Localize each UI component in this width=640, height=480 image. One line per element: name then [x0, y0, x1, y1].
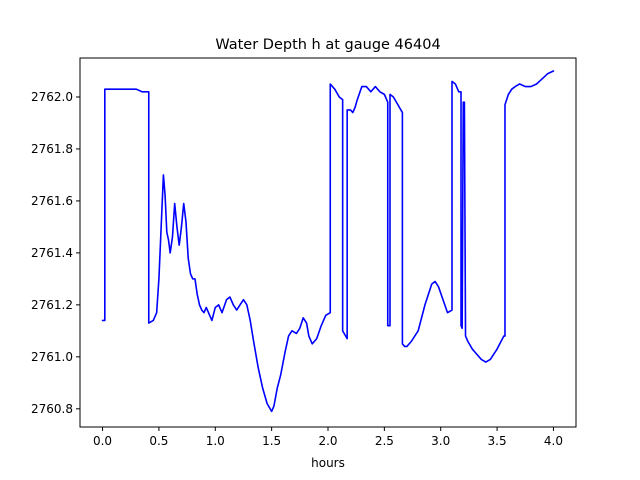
- y-tick-label: 2761.8: [31, 142, 73, 156]
- x-tick-label: 1.0: [206, 434, 225, 448]
- plot-area: [80, 58, 576, 427]
- plot-background: [80, 58, 576, 427]
- y-tick-label: 2761.6: [31, 194, 73, 208]
- x-tick-label: 0.0: [93, 434, 112, 448]
- chart-title: Water Depth h at gauge 46404: [215, 37, 440, 53]
- x-tick-label: 3.0: [431, 434, 450, 448]
- series-line-0: [101, 70, 555, 413]
- x-tick-label: 2.5: [375, 434, 394, 448]
- y-tick-label: 2760.8: [31, 402, 73, 416]
- y-tick-label: 2761.0: [31, 350, 73, 364]
- x-tick-label: 3.5: [488, 434, 507, 448]
- x-tick-label: 0.5: [149, 434, 168, 448]
- y-tick-label: 2761.4: [31, 246, 73, 260]
- x-axis-label: hours: [311, 456, 345, 470]
- axes-layer: 0.0 0.5 1.0 1.5 2.0 2.5 3.0 3.5 4.0 2760.8 2761.0 2…: [31, 57, 577, 448]
- y-tick-label: 2762.0: [31, 90, 73, 104]
- series-layer: [101, 70, 555, 413]
- y-tick-label: 2761.2: [31, 298, 73, 312]
- x-tick-label: 4.0: [544, 434, 563, 448]
- x-tick-label: 2.0: [318, 434, 337, 448]
- x-tick-label: 1.5: [262, 434, 281, 448]
